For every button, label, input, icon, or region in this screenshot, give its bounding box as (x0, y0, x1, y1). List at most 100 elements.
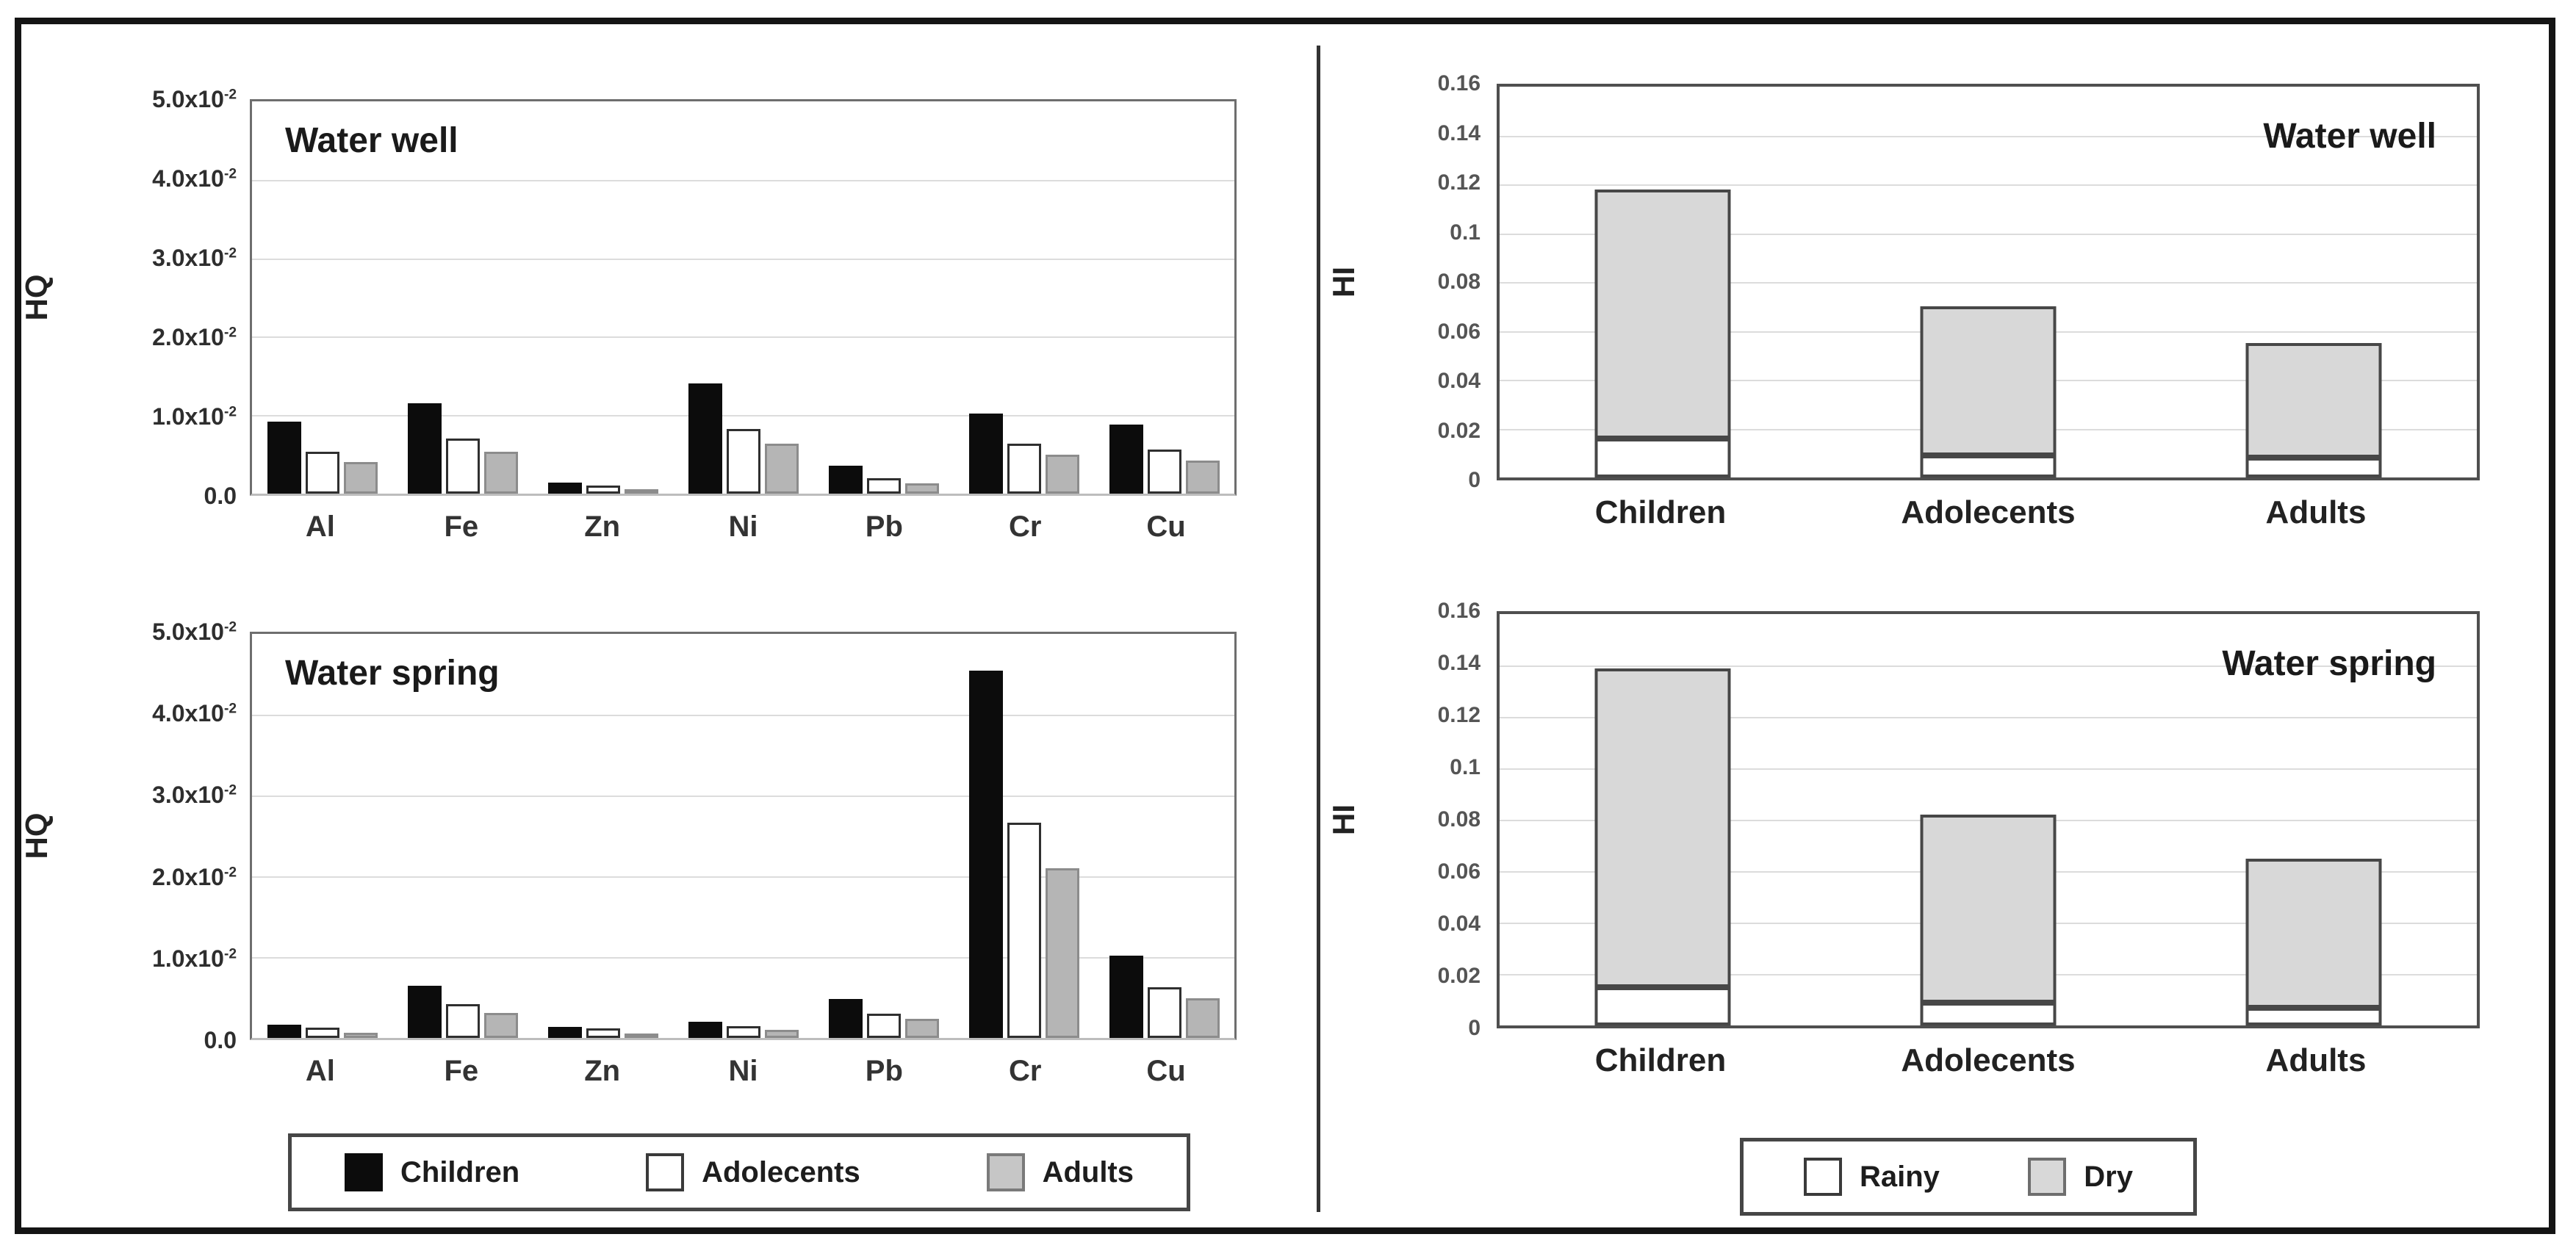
plot-area: Water spring (1497, 611, 2480, 1028)
plot-area: Water spring (250, 632, 1237, 1040)
adolecents-bar (726, 1025, 760, 1038)
y-tick-label: 0.12 (1437, 703, 1481, 727)
dry-segment (1594, 668, 1731, 987)
x-tick-label: Children (1594, 1042, 1727, 1078)
legend-item-dry: Dry (2028, 1158, 2133, 1196)
bar-group (252, 634, 392, 1038)
y-tick-label: 0.04 (1437, 369, 1481, 393)
gridline (252, 957, 1234, 959)
legend-item-adolecents: Adolecents (646, 1153, 860, 1191)
legend-swatch (1804, 1158, 1842, 1196)
season-legend: Rainy Dry (1740, 1138, 2197, 1216)
adolecents-bar (586, 486, 620, 494)
y-tick-label: 3.0x10-2 (152, 245, 237, 271)
x-tick-label: Cu (1146, 511, 1186, 543)
legend-swatch (2028, 1158, 2067, 1196)
children-bar (688, 383, 722, 494)
adolecents-bar (1007, 823, 1041, 1038)
x-tick-label: Ni (728, 1055, 758, 1087)
bar-group (533, 634, 673, 1038)
children-bar (968, 670, 1003, 1038)
x-tick-label: Ni (728, 511, 758, 543)
rainy-segment (2245, 458, 2382, 477)
y-tick-label: 0.02 (1437, 964, 1481, 988)
adults-bar (624, 1034, 658, 1038)
legend-swatch (345, 1153, 383, 1191)
children-bar (1109, 425, 1143, 494)
y-tick-label: 4.0x10-2 (152, 165, 237, 192)
dry-segment (2245, 343, 2382, 458)
rainy-segment (1920, 1002, 2057, 1025)
adults-bar (904, 483, 939, 494)
y-tick-label: 0.08 (1437, 807, 1481, 832)
y-tick-label: 3.0x10-2 (152, 782, 237, 809)
y-tick-label: 5.0x10-2 (152, 618, 237, 645)
children-bar (688, 1022, 722, 1038)
x-tick-label: Cr (1009, 1055, 1042, 1087)
rainy-segment (2245, 1007, 2382, 1025)
y-tick-label: 2.0x10-2 (152, 324, 237, 350)
x-tick-label: Fe (444, 511, 479, 543)
x-tick-label: Al (305, 1055, 335, 1087)
y-tick-label: 0.0 (204, 483, 237, 509)
legend-label: Dry (2084, 1160, 2133, 1193)
chart-title: Water spring (2222, 644, 2436, 683)
dry-segment (1594, 189, 1731, 439)
bar-group (1094, 101, 1234, 494)
legend-item-adults: Adults (986, 1153, 1134, 1191)
legend-label: Children (400, 1155, 520, 1189)
y-axis: 0.16 0.14 0.12 0.1 0.08 0.06 0.04 0.02 0 (1370, 73, 1481, 491)
adolecents-bar (866, 1014, 901, 1038)
y-axis-label: HQ (19, 812, 54, 859)
gridline (1500, 282, 2477, 284)
y-tick-label: 0.16 (1437, 71, 1481, 95)
adolecents-bar (445, 439, 480, 494)
legend-label: Rainy (1860, 1160, 1940, 1193)
adults-bar (483, 452, 518, 494)
x-tick-label: Adults (2265, 494, 2367, 530)
x-axis: Children Adolecents Adults (1497, 494, 2480, 530)
y-axis-label: HI (1326, 267, 1361, 297)
legend-item-children: Children (345, 1153, 519, 1191)
y-tick-label: 0.06 (1437, 859, 1481, 884)
dry-segment (1920, 306, 2057, 456)
dry-segment (2245, 858, 2382, 1008)
adults-bar (1185, 461, 1220, 494)
adults-bar (1045, 868, 1079, 1038)
bar-group (1500, 87, 1825, 477)
gridline (252, 796, 1234, 797)
adults-bar (343, 462, 378, 494)
y-tick-label: 0.02 (1437, 418, 1481, 443)
y-tick-label: 4.0x10-2 (152, 700, 237, 727)
x-tick-label: Cu (1146, 1055, 1186, 1087)
legend-label: Adults (1042, 1155, 1134, 1189)
adults-bar (343, 1033, 378, 1038)
gridline (252, 258, 1234, 260)
x-tick-label: Zn (584, 511, 621, 543)
gridline (1500, 717, 2477, 718)
y-axis: 5.0x10-2 4.0x10-2 3.0x10-2 2.0x10-2 1.0x10-2… (64, 87, 237, 508)
rainy-segment (1594, 438, 1731, 477)
bar-group (813, 634, 954, 1038)
x-axis: Al Fe Zn Ni Pb Cr Cu (250, 511, 1237, 543)
chart-title: Water spring (285, 654, 500, 693)
adolecents-bar (445, 1003, 480, 1038)
adults-bar (624, 489, 658, 494)
x-tick-label: Adolecents (1901, 494, 2076, 530)
y-tick-label: 0 (1468, 468, 1481, 492)
bar-group (813, 101, 954, 494)
legend-item-rainy: Rainy (1804, 1158, 1940, 1196)
bar-group (673, 101, 813, 494)
gridline (1500, 135, 2477, 137)
gridline (252, 876, 1234, 878)
x-tick-label: Zn (584, 1055, 621, 1087)
bar-group (392, 634, 533, 1038)
bar-group (1825, 614, 2151, 1025)
children-bar (968, 414, 1003, 494)
x-tick-label: Pb (865, 1055, 903, 1087)
x-tick-label: Al (305, 511, 335, 543)
bar-group (954, 634, 1094, 1038)
children-bar (547, 1026, 582, 1038)
adolecents-bar (1147, 450, 1181, 494)
bar-group (533, 101, 673, 494)
